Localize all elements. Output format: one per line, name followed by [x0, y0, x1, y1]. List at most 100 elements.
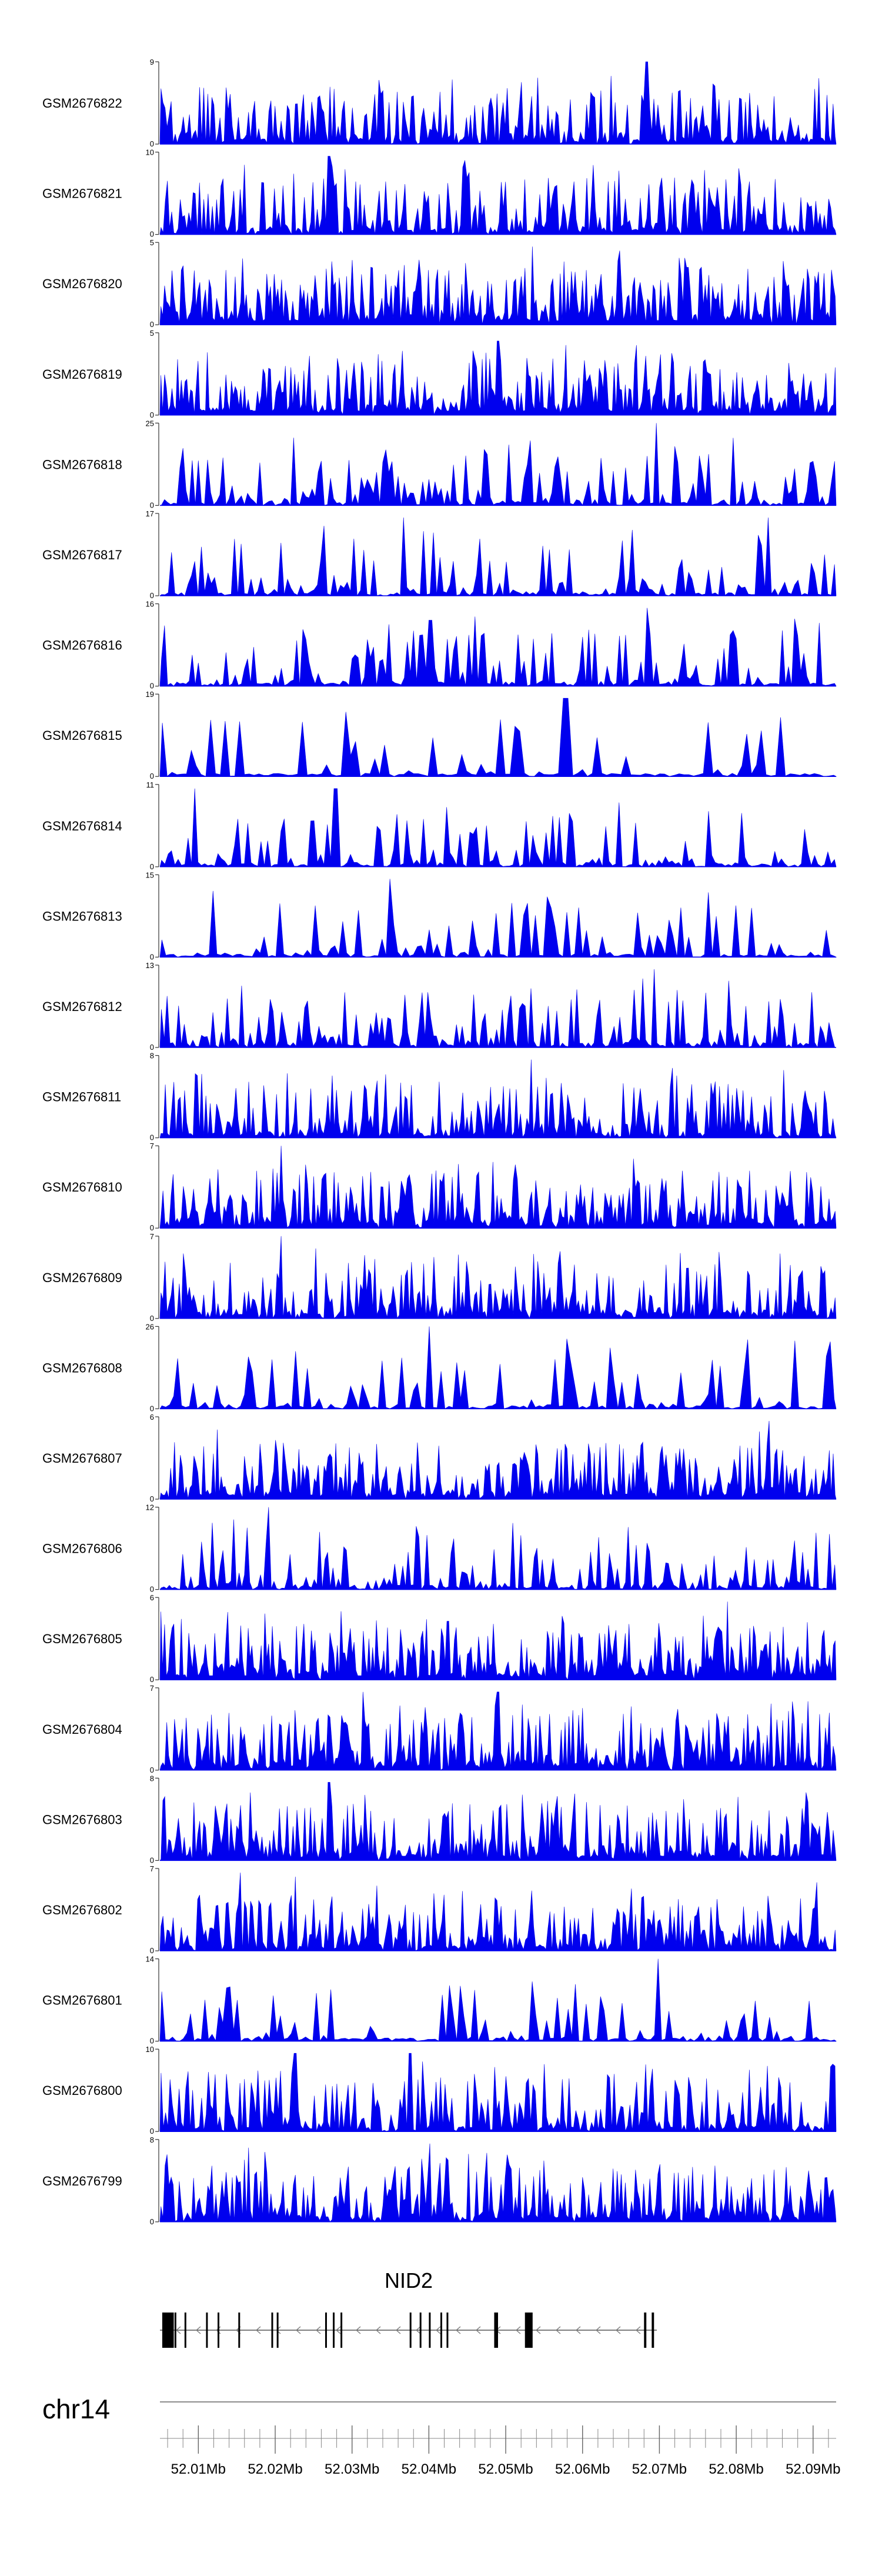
track-ymin-label: 0: [150, 1585, 154, 1594]
coverage-area: [159, 1691, 837, 1771]
track-label: GSM2676820: [42, 276, 122, 291]
track-GSM2676819: GSM2676819 5 0: [42, 329, 837, 419]
coverage-area: [159, 1958, 837, 2042]
gene-model-NID2: NID2: [160, 2268, 657, 2348]
track-ymax-label: 6: [150, 1593, 154, 1602]
exon: [276, 2313, 279, 2348]
track-ymax-label: 17: [146, 509, 154, 518]
strand-arrow: [556, 2326, 561, 2334]
track-ymin-label: 0: [150, 1766, 154, 1774]
strand-arrow: [636, 2326, 641, 2334]
axis-tick-label: 52.01Mb: [171, 2461, 226, 2477]
track-GSM2676804: GSM2676804 7 0: [42, 1684, 837, 1774]
axis-tick-label: 52.08Mb: [709, 2461, 763, 2477]
strand-arrows: [176, 2326, 641, 2334]
track-GSM2676800: GSM2676800 10 0: [42, 2045, 837, 2135]
axis-tick-label: 52.07Mb: [632, 2461, 687, 2477]
coverage-area: [159, 156, 837, 235]
track-GSM2676816: GSM2676816 16 0: [42, 600, 837, 690]
track-ymax-label: 16: [146, 600, 154, 609]
track-GSM2676801: GSM2676801 14 0: [42, 1955, 837, 2046]
axis-ticks: 52.01Mb 52.02Mb 52.03Mb 52.04Mb 52.05Mb 52.06…: [167, 2425, 840, 2477]
track-ymax-label: 8: [150, 2135, 154, 2144]
exon: [238, 2313, 240, 2348]
strand-arrow: [196, 2326, 201, 2334]
gene-exons: [162, 2313, 654, 2348]
track-label: GSM2676806: [42, 1541, 122, 1556]
track-ymin-label: 0: [150, 862, 154, 871]
track-ymin-label: 0: [150, 1133, 154, 1142]
coverage-area: [159, 1872, 837, 1951]
exon: [174, 2313, 176, 2348]
exon: [494, 2313, 498, 2348]
track-GSM2676812: GSM2676812 13 0: [42, 961, 837, 1052]
track-label: GSM2676804: [42, 1722, 122, 1737]
coverage-area: [159, 341, 837, 416]
track-ymin-label: 0: [150, 1404, 154, 1413]
track-GSM2676808: GSM2676808 26 0: [42, 1322, 837, 1413]
track-ymax-label: 5: [150, 238, 154, 247]
track-ymax-label: 25: [146, 419, 154, 428]
coverage-area: [159, 1601, 837, 1680]
track-ymin-label: 0: [150, 230, 154, 239]
strand-arrow: [256, 2326, 261, 2334]
track-ymin-label: 0: [150, 2217, 154, 2226]
track-ymin-label: 0: [150, 682, 154, 690]
track-ymin-label: 0: [150, 1223, 154, 1232]
strand-arrow: [176, 2326, 181, 2334]
strand-arrow: [396, 2326, 401, 2334]
track-GSM2676807: GSM2676807 6 0: [42, 1413, 837, 1503]
exon: [333, 2313, 335, 2348]
coverage-area: [159, 1326, 837, 1409]
track-ymin-label: 0: [150, 500, 154, 509]
coverage-area: [159, 2053, 837, 2132]
track-label: GSM2676805: [42, 1631, 122, 1646]
track-ymax-label: 14: [146, 1955, 154, 1964]
exon: [446, 2313, 449, 2348]
track-ymax-label: 8: [150, 1774, 154, 1783]
genome-axis: chr14 52.01Mb 52.02Mb 52.03Mb 52.04Mb 52.05M…: [42, 2394, 840, 2477]
strand-arrow: [596, 2326, 601, 2334]
track-ymax-label: 8: [150, 1052, 154, 1060]
track-label: GSM2676801: [42, 1993, 122, 2008]
track-ymin-label: 0: [150, 2037, 154, 2046]
exon: [206, 2313, 208, 2348]
track-ymin-label: 0: [150, 320, 154, 329]
exon: [652, 2313, 654, 2348]
track-GSM2676809: GSM2676809 7 0: [42, 1232, 837, 1323]
track-label: GSM2676803: [42, 1812, 122, 1827]
track-label: GSM2676821: [42, 186, 122, 201]
track-ymin-label: 0: [150, 2127, 154, 2135]
track-GSM2676803: GSM2676803 8 0: [42, 1774, 837, 1864]
exon: [340, 2313, 343, 2348]
axis-tick-label: 52.03Mb: [325, 2461, 379, 2477]
track-ymax-label: 9: [150, 58, 154, 66]
track-GSM2676813: GSM2676813 15 0: [42, 870, 837, 961]
axis-tick-label: 52.05Mb: [478, 2461, 533, 2477]
coverage-area: [159, 1146, 837, 1229]
strand-arrow: [296, 2326, 301, 2334]
track-ymin-label: 0: [150, 1314, 154, 1323]
track-label: GSM2676818: [42, 457, 122, 472]
strand-arrow: [616, 2326, 621, 2334]
track-GSM2676806: GSM2676806 12 0: [42, 1503, 837, 1594]
track-GSM2676820: GSM2676820 5 0: [42, 238, 837, 329]
axis-tick-label: 52.09Mb: [786, 2461, 840, 2477]
strand-arrow: [376, 2326, 381, 2334]
chromosome-label: chr14: [42, 2394, 110, 2424]
strand-arrow: [576, 2326, 581, 2334]
track-GSM2676817: GSM2676817 17 0: [42, 509, 837, 600]
track-label: GSM2676816: [42, 638, 122, 653]
track-ymax-label: 6: [150, 1413, 154, 1422]
strand-arrow: [356, 2326, 361, 2334]
track-label: GSM2676800: [42, 2083, 122, 2098]
track-GSM2676821: GSM2676821 10 0: [42, 148, 837, 239]
track-GSM2676818: GSM2676818 25 0: [42, 419, 837, 509]
track-ymin-label: 0: [150, 1494, 154, 1503]
track-ymax-label: 26: [146, 1322, 154, 1331]
strand-arrow: [316, 2326, 321, 2334]
axis-tick-label: 52.04Mb: [402, 2461, 456, 2477]
exon: [524, 2313, 533, 2348]
track-label: GSM2676813: [42, 909, 122, 923]
